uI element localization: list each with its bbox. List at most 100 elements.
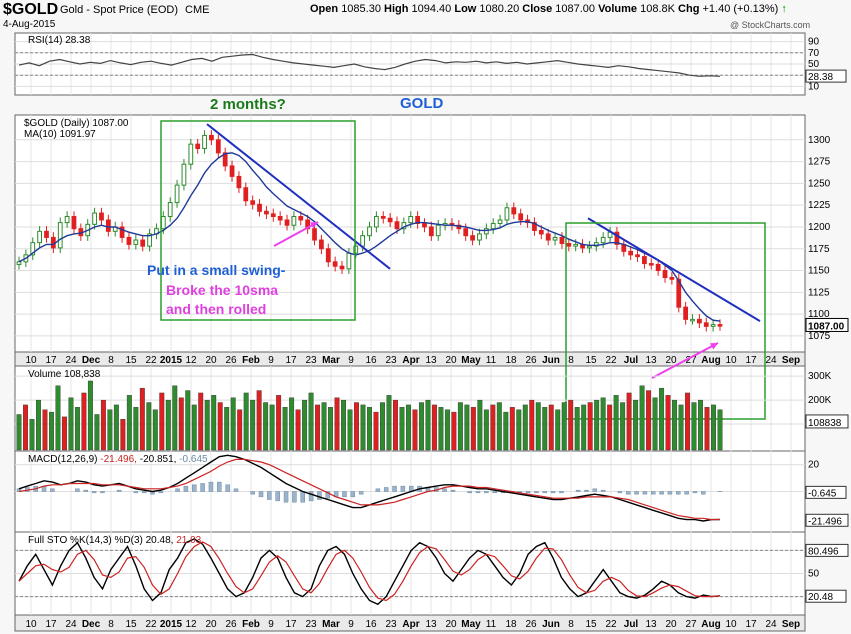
x-tick-label-top: 9 — [348, 355, 354, 366]
price-candle — [648, 263, 654, 266]
volume-bar — [438, 407, 444, 451]
volume-bar — [74, 407, 80, 451]
macd-histogram-bar — [308, 491, 314, 502]
price-candle — [264, 210, 269, 215]
volume-bar — [412, 409, 418, 451]
volume-bar — [587, 402, 593, 451]
x-tick-label-top: Aug — [701, 355, 720, 366]
volume-bar — [477, 399, 483, 451]
x-tick-label-top: 15 — [125, 355, 137, 366]
macd-title-part: -0.645 — [179, 454, 208, 465]
y-tick-macd: 20 — [808, 460, 820, 471]
y-tick-rsi: 70 — [808, 48, 820, 59]
price-candle — [394, 221, 400, 230]
volume-bar — [464, 404, 470, 451]
x-tick-label-bottom: 24 — [65, 619, 77, 630]
high-label: High — [384, 3, 409, 15]
volume-bar — [178, 397, 184, 451]
macd-histogram-bar — [317, 491, 322, 500]
x-tick-label-top: 18 — [505, 355, 517, 366]
x-tick-label-bottom: 8 — [108, 619, 114, 630]
y-tick-price: 1150 — [808, 266, 830, 277]
price-candle — [600, 236, 606, 244]
macd-histogram-bar — [542, 491, 547, 494]
macd-histogram-bar — [525, 491, 531, 494]
volume-bar — [315, 404, 321, 451]
sto-title-part: 20.48, — [146, 535, 177, 546]
price-candle — [552, 236, 558, 241]
sto-title-part: Full STO %K(14,3) %D(3) — [28, 535, 146, 546]
price-candle — [614, 231, 620, 245]
price-candle — [422, 222, 427, 228]
price-candle — [511, 207, 517, 215]
price-candle — [229, 165, 235, 177]
price-candle — [380, 216, 386, 219]
volume-bar — [139, 387, 145, 451]
gold-arrow-head — [710, 343, 718, 350]
y-tick-rsi: 50 — [808, 59, 820, 70]
x-tick-label-top: Feb — [242, 355, 260, 366]
macd-hist-badge — [805, 485, 847, 499]
price-candle — [312, 228, 317, 241]
macd-histogram-bar — [534, 491, 539, 494]
volume-bar — [639, 385, 645, 451]
price-candle — [332, 261, 338, 267]
x-tick-label-bottom: Dec — [82, 619, 101, 630]
volume-bar — [126, 395, 132, 451]
macd-histogram-bar — [342, 491, 347, 498]
price-candle — [346, 252, 352, 270]
volume-bar — [659, 387, 665, 451]
macd-histogram-bar — [158, 491, 164, 494]
price-candle — [291, 216, 297, 226]
sto-last-badge — [805, 589, 847, 603]
price-candle — [257, 203, 262, 212]
volume-bar — [295, 409, 301, 451]
volume-bar — [678, 404, 684, 451]
price-candle — [105, 219, 111, 232]
ohlc-readout: Open 1085.30 High 1094.40 Low 1080.20 Cl… — [310, 3, 787, 15]
x-tick-label-bottom: 20 — [665, 619, 677, 630]
volume-bar — [373, 411, 379, 451]
volume-bar — [425, 399, 431, 451]
x-tick-label-top: Apr — [402, 355, 419, 366]
volume-bar — [165, 399, 171, 451]
y-tick-price: 1250 — [808, 178, 831, 189]
price-candle — [690, 318, 695, 322]
price-candle — [703, 322, 709, 327]
volume-bar — [380, 402, 385, 451]
macd-histogram-bar — [392, 485, 397, 492]
volume-bar — [600, 397, 606, 451]
x-tick-label-top: 22 — [145, 355, 157, 366]
macd-histogram-bar — [701, 491, 706, 495]
volume-bar — [321, 402, 327, 451]
volume-bar — [302, 399, 308, 451]
x-tick-label-bottom: Apr — [402, 619, 419, 630]
macd-histogram-bar — [600, 489, 606, 492]
x-tick-label-top: Jun — [542, 355, 560, 366]
volume-bar — [282, 407, 288, 451]
x-tick-label-top: 22 — [605, 355, 617, 366]
volume-bar — [217, 402, 223, 451]
swing-annotation-line1: Put in a small swing- — [147, 262, 286, 278]
macd-histogram-bar — [684, 491, 689, 495]
x-tick-label-top: 26 — [525, 355, 537, 366]
y-tick-price: 1225 — [808, 200, 831, 211]
y-tick-volume: 300K — [808, 371, 832, 382]
x-tick-label-top: Dec — [82, 355, 101, 366]
macd-histogram-bar — [325, 491, 331, 499]
macd-last-value: -21.496 — [808, 516, 842, 527]
macd-histogram-bar — [634, 491, 639, 495]
price-candle — [236, 175, 242, 189]
volume-bar — [107, 409, 113, 451]
swing-annotation-line2: Broke the 10sma — [166, 282, 279, 298]
macd-histogram-bar — [575, 489, 581, 492]
macd-histogram-bar — [75, 488, 80, 492]
exchange-label: CME — [185, 4, 210, 16]
price-candle — [319, 239, 324, 250]
up-arrow-icon: ↑ — [781, 3, 787, 15]
x-tick-label-top: 12 — [185, 355, 197, 366]
price-candle — [126, 236, 132, 245]
x-tick-label-bottom: 17 — [285, 619, 297, 630]
price-candle — [243, 187, 249, 202]
macd-histogram-bar — [258, 491, 264, 498]
